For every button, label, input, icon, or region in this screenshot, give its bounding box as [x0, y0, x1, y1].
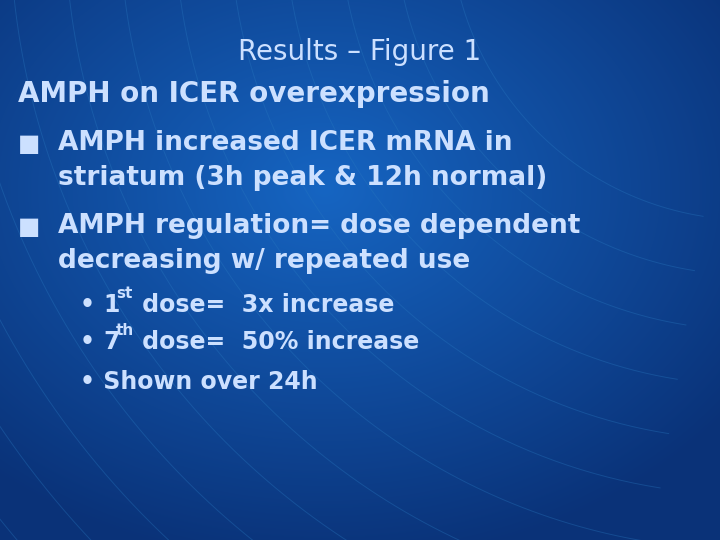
- Text: striatum (3h peak & 12h normal): striatum (3h peak & 12h normal): [58, 165, 547, 191]
- Text: dose=  3x increase: dose= 3x increase: [134, 293, 395, 317]
- Text: ■: ■: [18, 215, 40, 239]
- Text: st: st: [116, 286, 132, 301]
- Text: 7: 7: [103, 330, 120, 354]
- Text: •: •: [80, 330, 95, 354]
- Text: AMPH on ICER overexpression: AMPH on ICER overexpression: [18, 80, 490, 108]
- Text: AMPH regulation= dose dependent: AMPH regulation= dose dependent: [58, 213, 580, 239]
- Text: •: •: [80, 293, 95, 317]
- Text: decreasing w/ repeated use: decreasing w/ repeated use: [58, 248, 470, 274]
- Text: Results – Figure 1: Results – Figure 1: [238, 38, 482, 66]
- Text: ■: ■: [18, 132, 40, 156]
- Text: AMPH increased ICER mRNA in: AMPH increased ICER mRNA in: [58, 130, 513, 156]
- Text: dose=  50% increase: dose= 50% increase: [134, 330, 419, 354]
- Text: th: th: [116, 323, 134, 338]
- Text: 1: 1: [103, 293, 120, 317]
- Text: • Shown over 24h: • Shown over 24h: [80, 370, 318, 394]
